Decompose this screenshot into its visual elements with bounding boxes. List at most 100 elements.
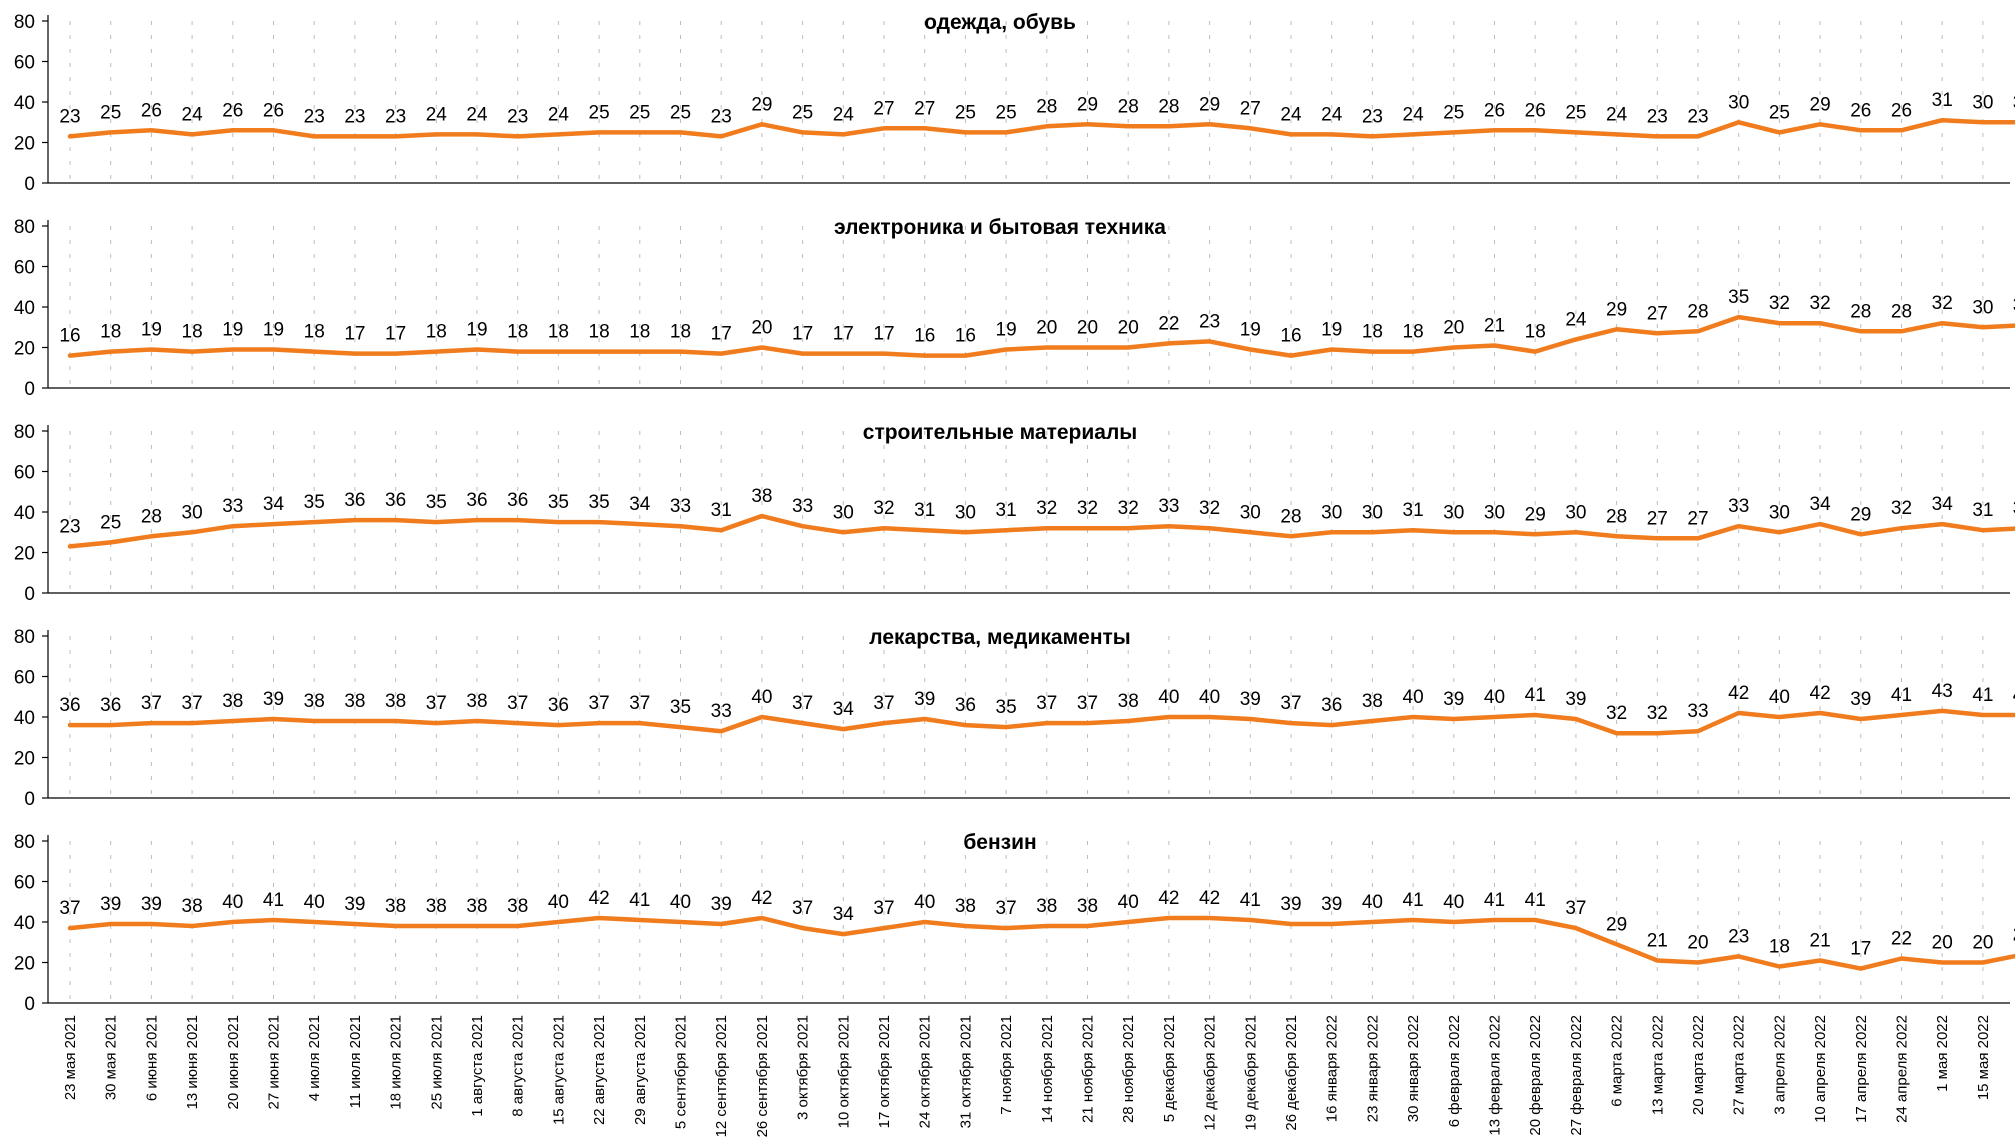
data-label: 37 xyxy=(1565,898,1586,919)
data-label: 16 xyxy=(59,326,80,347)
data-label: 23 xyxy=(1687,106,1708,127)
data-label: 39 xyxy=(1280,894,1301,915)
data-label: 30 xyxy=(1321,502,1342,523)
data-label: 31 xyxy=(1932,90,1953,111)
data-label: 30 xyxy=(1443,502,1464,523)
data-label: 41 xyxy=(629,890,650,911)
data-label: 26 xyxy=(141,100,162,121)
data-label: 34 xyxy=(833,699,855,720)
data-label: 41 xyxy=(1525,685,1546,706)
y-tick-label: 40 xyxy=(14,298,35,319)
data-label: 40 xyxy=(1403,687,1424,708)
data-label: 28 xyxy=(1850,301,1871,322)
data-label: 42 xyxy=(1810,683,1831,704)
y-tick-label: 80 xyxy=(14,627,35,648)
data-label: 28 xyxy=(1606,506,1627,527)
data-label: 26 xyxy=(1525,100,1546,121)
data-label: 41 xyxy=(1240,890,1261,911)
y-tick-label: 80 xyxy=(14,217,35,238)
data-label: 33 xyxy=(222,496,243,517)
y-tick-label: 80 xyxy=(14,422,35,443)
x-tick-label: 29 августа 2021 xyxy=(632,1015,649,1125)
data-label: 19 xyxy=(996,320,1017,341)
data-label: 20 xyxy=(1443,318,1464,339)
data-label: 38 xyxy=(344,691,365,712)
data-label: 40 xyxy=(751,687,772,708)
y-tick-label: 40 xyxy=(14,913,35,934)
data-label: 24 xyxy=(182,104,204,125)
data-label: 40 xyxy=(548,892,569,913)
data-label: 32 xyxy=(2013,498,2015,519)
data-label: 21 xyxy=(1647,930,1668,951)
data-label: 37 xyxy=(1036,693,1057,714)
x-tick-label: 12 сентября 2021 xyxy=(713,1015,730,1137)
data-label: 23 xyxy=(1199,311,1220,332)
x-tick-label: 13 июня 2021 xyxy=(184,1015,201,1109)
data-label: 40 xyxy=(1484,687,1505,708)
x-tick-label: 28 ноября 2021 xyxy=(1120,1015,1137,1123)
data-label: 40 xyxy=(1769,687,1790,708)
series-line xyxy=(67,513,2015,549)
data-label: 36 xyxy=(100,695,121,716)
data-label: 20 xyxy=(1687,933,1708,954)
x-tick-label: 1 мая 2022 xyxy=(1934,1015,1951,1092)
data-label: 41 xyxy=(1403,890,1424,911)
data-label: 42 xyxy=(589,888,610,909)
data-label: 26 xyxy=(263,100,284,121)
x-tick-label: 27 июня 2021 xyxy=(266,1015,283,1109)
data-label: 17 xyxy=(385,324,406,345)
data-label: 39 xyxy=(1443,689,1464,710)
data-label: 24 xyxy=(466,104,488,125)
x-tick-label: 6 марта 2022 xyxy=(1609,1015,1626,1107)
data-label: 38 xyxy=(222,691,243,712)
data-label: 34 xyxy=(833,904,855,925)
data-label: 42 xyxy=(1158,888,1179,909)
data-label: 24 xyxy=(1565,309,1587,330)
data-label: 37 xyxy=(873,898,894,919)
data-label: 23 xyxy=(59,516,80,537)
data-label: 37 xyxy=(792,693,813,714)
data-label: 37 xyxy=(629,693,650,714)
data-label: 19 xyxy=(1321,320,1342,341)
x-tick-label: 20 июня 2021 xyxy=(225,1015,242,1109)
data-label: 37 xyxy=(182,693,203,714)
data-label: 41 xyxy=(1484,890,1505,911)
data-label: 31 xyxy=(914,500,935,521)
series-line xyxy=(67,117,2015,139)
data-label: 27 xyxy=(1240,98,1261,119)
data-label: 19 xyxy=(1240,320,1261,341)
data-label: 35 xyxy=(1728,287,1749,308)
data-label: 35 xyxy=(548,492,569,513)
data-label: 38 xyxy=(466,691,487,712)
x-tick-labels: 23 мая 2021 30 мая 2021 6 июня 2021 13 июня… xyxy=(62,1015,1992,1137)
data-label: 37 xyxy=(792,898,813,919)
data-label: 34 xyxy=(1810,494,1832,515)
data-label: 17 xyxy=(792,324,813,345)
data-label: 37 xyxy=(996,898,1017,919)
x-tick-label: 26 декабря 2021 xyxy=(1283,1015,1300,1131)
x-tick-label: 6 июня 2021 xyxy=(143,1015,160,1101)
y-tick-label: 40 xyxy=(14,708,35,729)
data-label: 30 xyxy=(833,502,854,523)
data-label: 22 xyxy=(1891,928,1912,949)
data-label: 33 xyxy=(1158,496,1179,517)
data-label: 36 xyxy=(59,695,80,716)
data-label: 32 xyxy=(1118,498,1139,519)
data-label: 30 xyxy=(2013,92,2015,113)
x-tick-label: 20 марта 2022 xyxy=(1690,1015,1707,1115)
x-tick-label: 12 декабря 2021 xyxy=(1202,1015,1219,1131)
data-label: 30 xyxy=(1972,92,1993,113)
data-label: 39 xyxy=(711,894,732,915)
data-label: 23 xyxy=(344,106,365,127)
data-label: 35 xyxy=(426,492,447,513)
data-label: 18 xyxy=(548,322,569,343)
data-label: 24 xyxy=(426,104,448,125)
data-label: 35 xyxy=(996,697,1017,718)
data-label: 24 xyxy=(1606,104,1628,125)
data-label: 39 xyxy=(1321,894,1342,915)
data-label: 28 xyxy=(141,506,162,527)
y-tick-label: 60 xyxy=(14,873,35,894)
data-label: 35 xyxy=(589,492,610,513)
data-label: 38 xyxy=(1118,691,1139,712)
data-label: 39 xyxy=(344,894,365,915)
